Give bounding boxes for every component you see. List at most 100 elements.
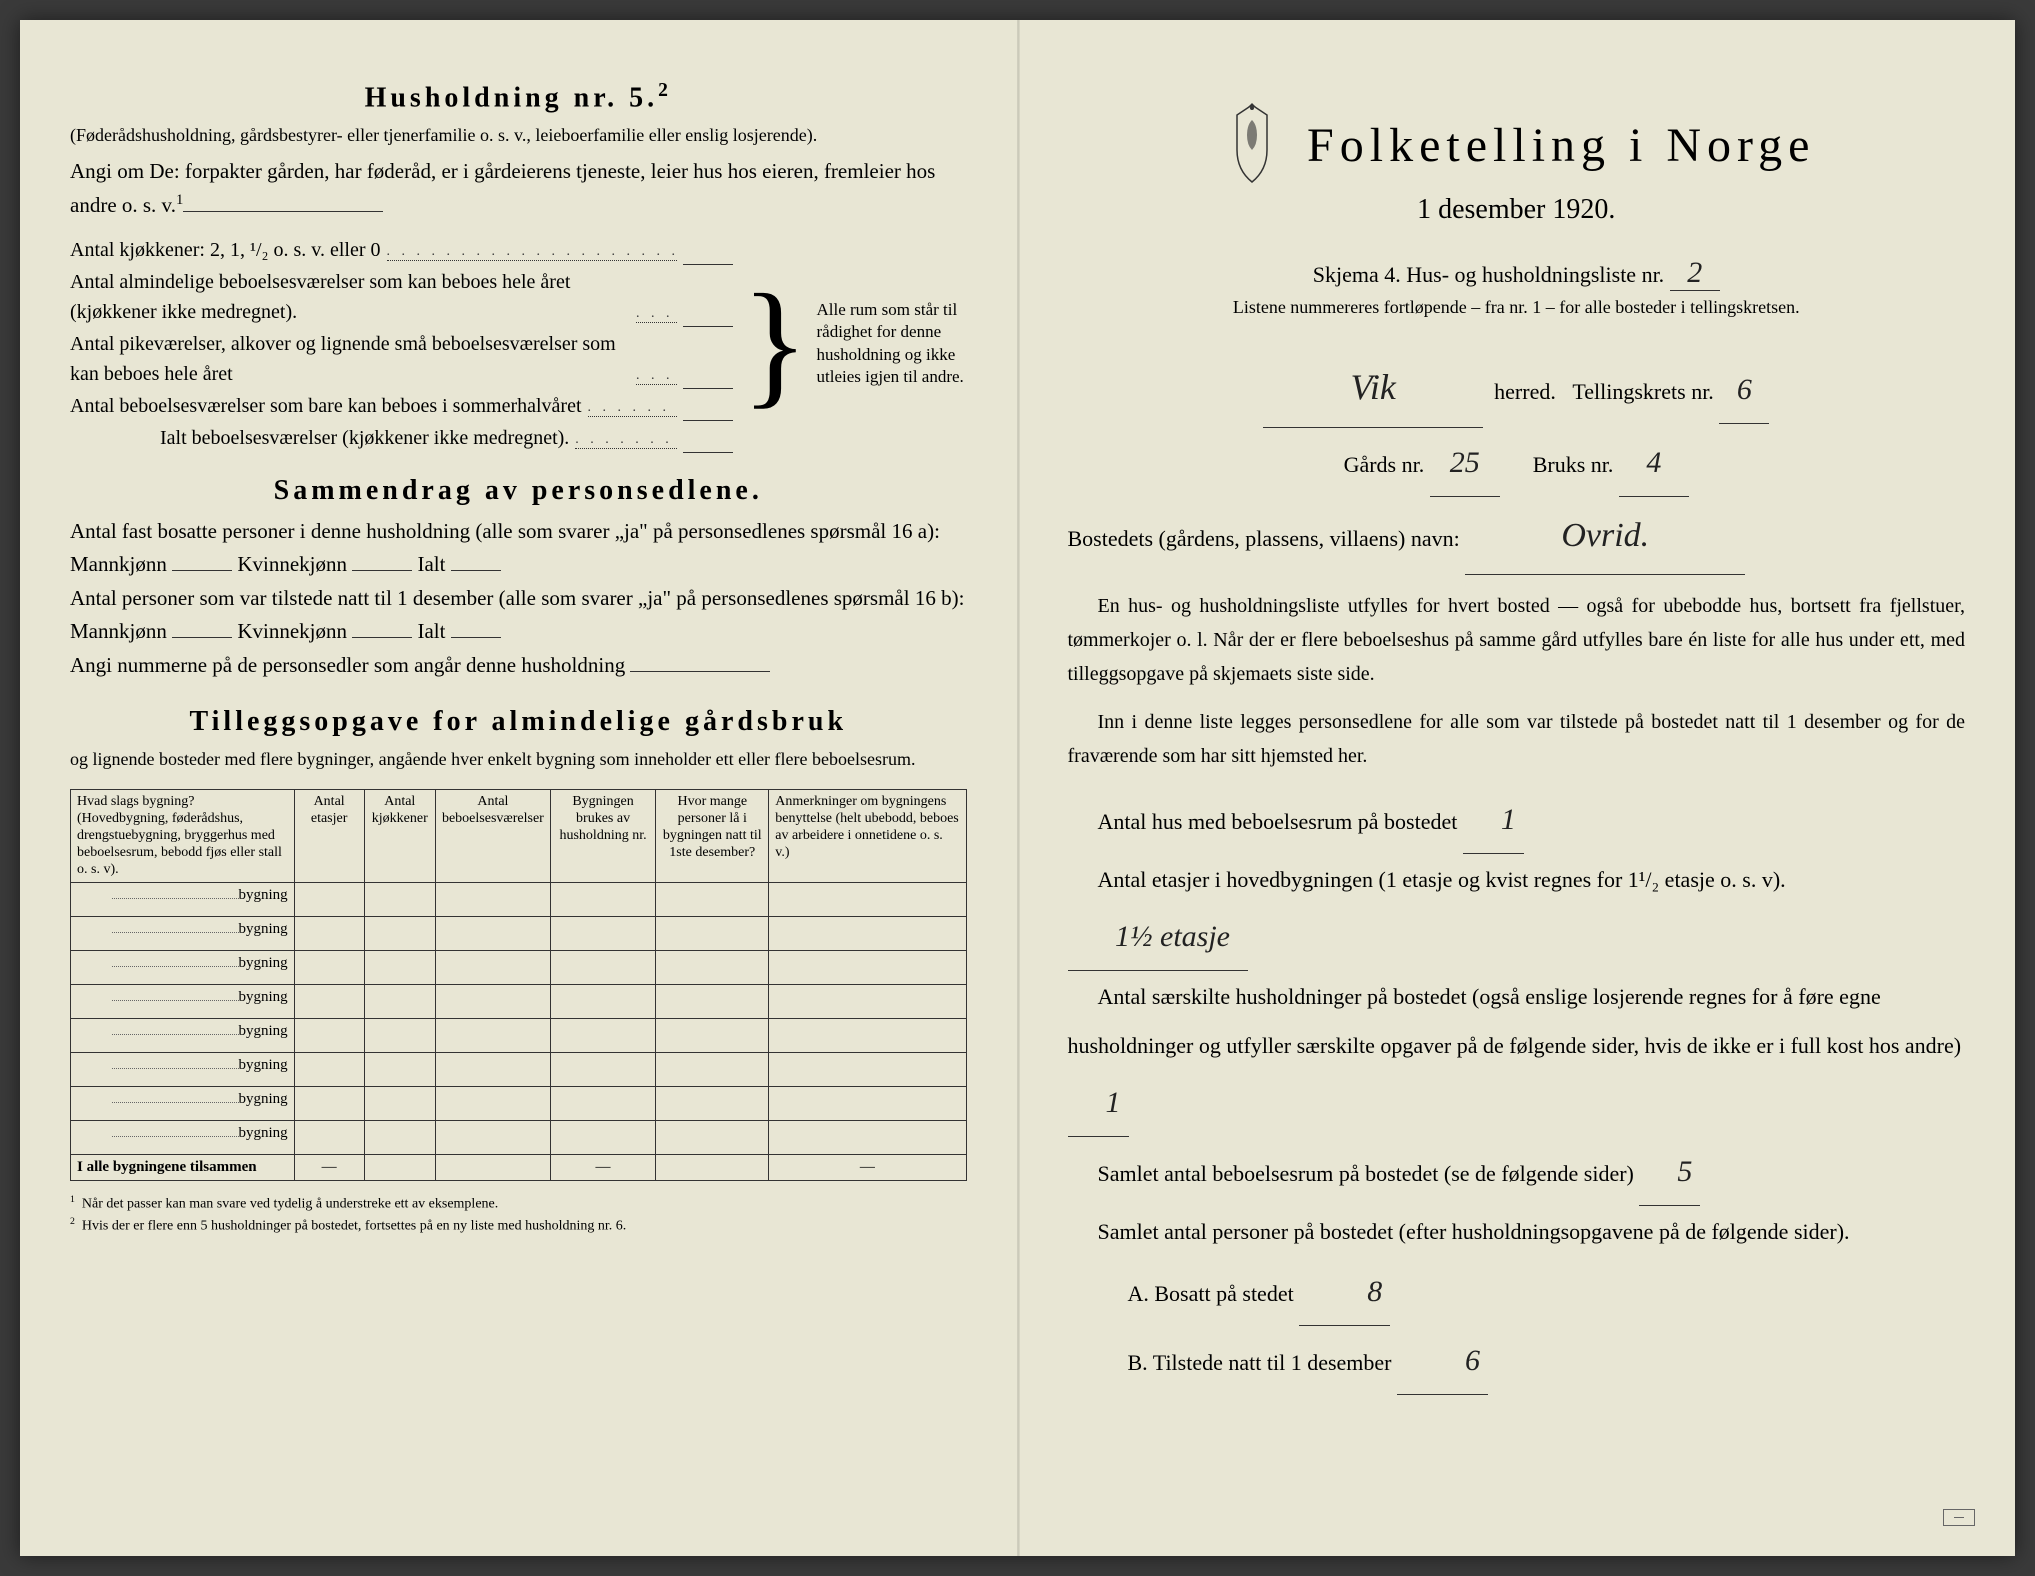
table-cell xyxy=(294,985,364,1019)
buildings-table: Hvad slags bygning? (Hovedbygning, føder… xyxy=(70,789,967,1181)
kvinne-blank-1 xyxy=(352,570,412,571)
ialt-blank-1 xyxy=(451,570,501,571)
table-cell xyxy=(294,1087,364,1121)
rooms-label-4: Ialt beboelsesværelser (kjøkkener ikke m… xyxy=(70,423,569,453)
dots xyxy=(387,235,678,261)
rooms-brace-group: Antal kjøkkener: 2, 1, ¹/₂ o. s. v. elle… xyxy=(70,233,967,455)
herred-value: Vik xyxy=(1263,348,1483,428)
footnotes: 1 Når det passer kan man svare ved tydel… xyxy=(70,1193,967,1236)
th-2: Antal kjøkkener xyxy=(364,790,435,883)
angi-nummerne-line: Angi nummerne på de personsedler som ang… xyxy=(70,649,967,683)
bruks-label: Bruks nr. xyxy=(1533,452,1614,477)
para-2: Inn i denne liste legges personsedlene f… xyxy=(1068,705,1966,773)
table-cell xyxy=(435,883,550,917)
table-cell xyxy=(550,1121,655,1155)
table-cell xyxy=(364,985,435,1019)
table-cell xyxy=(550,1019,655,1053)
table-cell xyxy=(294,1019,364,1053)
para-1: En hus- og husholdningsliste utfylles fo… xyxy=(1068,589,1966,691)
table-cell xyxy=(364,917,435,951)
herred-row: Vik herred. Tellingskrets nr. 6 xyxy=(1068,348,1966,428)
th-0: Hvad slags bygning? (Hovedbygning, føder… xyxy=(71,790,295,883)
table-cell xyxy=(656,883,769,917)
totals-label: I alle bygningene tilsammen xyxy=(71,1155,295,1181)
table-cell xyxy=(769,1121,966,1155)
table-foot: I alle bygningene tilsammen — — — xyxy=(71,1155,967,1181)
rooms-val-4 xyxy=(683,423,733,453)
q2-row: Antal etasjer i hovedbygningen (1 etasje… xyxy=(1068,856,1966,971)
table-cell xyxy=(294,1121,364,1155)
dots xyxy=(636,329,677,385)
qA-row: A. Bosatt på stedet 8 xyxy=(1068,1259,1966,1326)
fn1-text: Når det passer kan man svare ved tydelig… xyxy=(82,1197,498,1212)
corner-stamp: ⎯⎯ xyxy=(1943,1509,1975,1526)
th-6: Anmerkninger om bygningens benyttelse (h… xyxy=(769,790,966,883)
table-cell xyxy=(364,951,435,985)
footnote-1: 1 Når det passer kan man svare ved tydel… xyxy=(70,1193,967,1214)
totals-dash-4: — xyxy=(550,1155,655,1181)
table-row: bygning xyxy=(71,951,967,985)
brace-icon: } xyxy=(733,281,816,407)
totals-cell-2 xyxy=(364,1155,435,1181)
sammendrag-l2: Antal personer som var tilstede natt til… xyxy=(70,586,964,644)
brace-text: Alle rum som står til rådighet for denne… xyxy=(817,299,967,387)
table-cell xyxy=(435,951,550,985)
sammendrag-l1: Antal fast bosatte personer i denne hush… xyxy=(70,519,940,577)
table-cell xyxy=(435,917,550,951)
mann-blank-2 xyxy=(172,637,232,638)
mann-blank-1 xyxy=(172,570,232,571)
table-cell xyxy=(656,1019,769,1053)
table-cell xyxy=(435,1053,550,1087)
bygning-cell: bygning xyxy=(71,951,295,985)
ialt-2: Ialt xyxy=(417,619,445,643)
kvinne-2: Kvinnekjønn xyxy=(237,619,347,643)
bruks-nr: 4 xyxy=(1619,430,1689,497)
center-fold xyxy=(1018,20,1020,1556)
table-cell xyxy=(294,1053,364,1087)
ialt-1: Ialt xyxy=(417,552,445,576)
table-cell xyxy=(656,985,769,1019)
table-cell xyxy=(550,1053,655,1087)
bygning-cell: bygning xyxy=(71,1121,295,1155)
table-cell xyxy=(769,985,966,1019)
table-cell xyxy=(656,1121,769,1155)
rooms-left: Antal kjøkkener: 2, 1, ¹/₂ o. s. v. elle… xyxy=(70,233,733,455)
q2-label: Antal etasjer i hovedbygningen (1 etasje… xyxy=(1098,867,1786,892)
totals-cell-3 xyxy=(435,1155,550,1181)
gards-row: Gårds nr. 25 Bruks nr. 4 xyxy=(1068,430,1966,497)
table-cell xyxy=(769,1019,966,1053)
husholdning-title: Husholdning nr. 5.2 xyxy=(70,80,967,114)
angi-text: Angi om De: forpakter gården, har føderå… xyxy=(70,159,935,217)
skjema-line: Skjema 4. Hus- og husholdningsliste nr. … xyxy=(1068,256,1966,291)
bygning-cell: bygning xyxy=(71,985,295,1019)
table-cell xyxy=(550,883,655,917)
rooms-line-1: Antal almindelige beboelsesværelser som … xyxy=(70,267,733,327)
totals-dash-6: — xyxy=(769,1155,966,1181)
crest-icon xyxy=(1217,100,1287,190)
q3-label: Antal særskilte husholdninger på bostede… xyxy=(1068,984,1962,1057)
title-row: Folketelling i Norge xyxy=(1068,100,1966,190)
table-cell xyxy=(364,883,435,917)
table-cell xyxy=(364,1019,435,1053)
table-cell xyxy=(550,1087,655,1121)
listene-line: Listene nummereres fortløpende – fra nr.… xyxy=(1068,297,1966,318)
kitchen-label: Antal kjøkkener: 2, 1, ¹/₂ o. s. v. elle… xyxy=(70,235,381,265)
bygning-cell: bygning xyxy=(71,1019,295,1053)
table-cell xyxy=(769,883,966,917)
rooms-label-1: Antal almindelige beboelsesværelser som … xyxy=(70,267,630,327)
skjema-nr: 2 xyxy=(1670,256,1720,291)
sammendrag-line-1: Antal fast bosatte personer i denne hush… xyxy=(70,515,967,582)
qB-val: 6 xyxy=(1397,1328,1488,1395)
rooms-line-2: Antal pikeværelser, alkover og lignende … xyxy=(70,329,733,389)
rooms-val-3 xyxy=(683,391,733,421)
header-row: Hvad slags bygning? (Hovedbygning, føder… xyxy=(71,790,967,883)
dots xyxy=(636,267,677,323)
table-row: bygning xyxy=(71,1087,967,1121)
table-cell xyxy=(769,1087,966,1121)
bygning-cell: bygning xyxy=(71,883,295,917)
q4-row: Samlet antal beboelsesrum på bostedet (s… xyxy=(1068,1139,1966,1206)
table-row: bygning xyxy=(71,917,967,951)
table-cell xyxy=(435,1087,550,1121)
rooms-val-2 xyxy=(683,329,733,389)
table-cell xyxy=(656,917,769,951)
